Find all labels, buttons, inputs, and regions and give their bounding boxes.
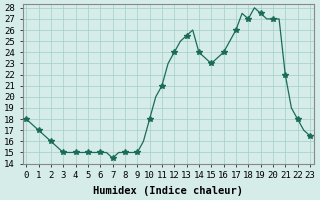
X-axis label: Humidex (Indice chaleur): Humidex (Indice chaleur) [93,186,243,196]
